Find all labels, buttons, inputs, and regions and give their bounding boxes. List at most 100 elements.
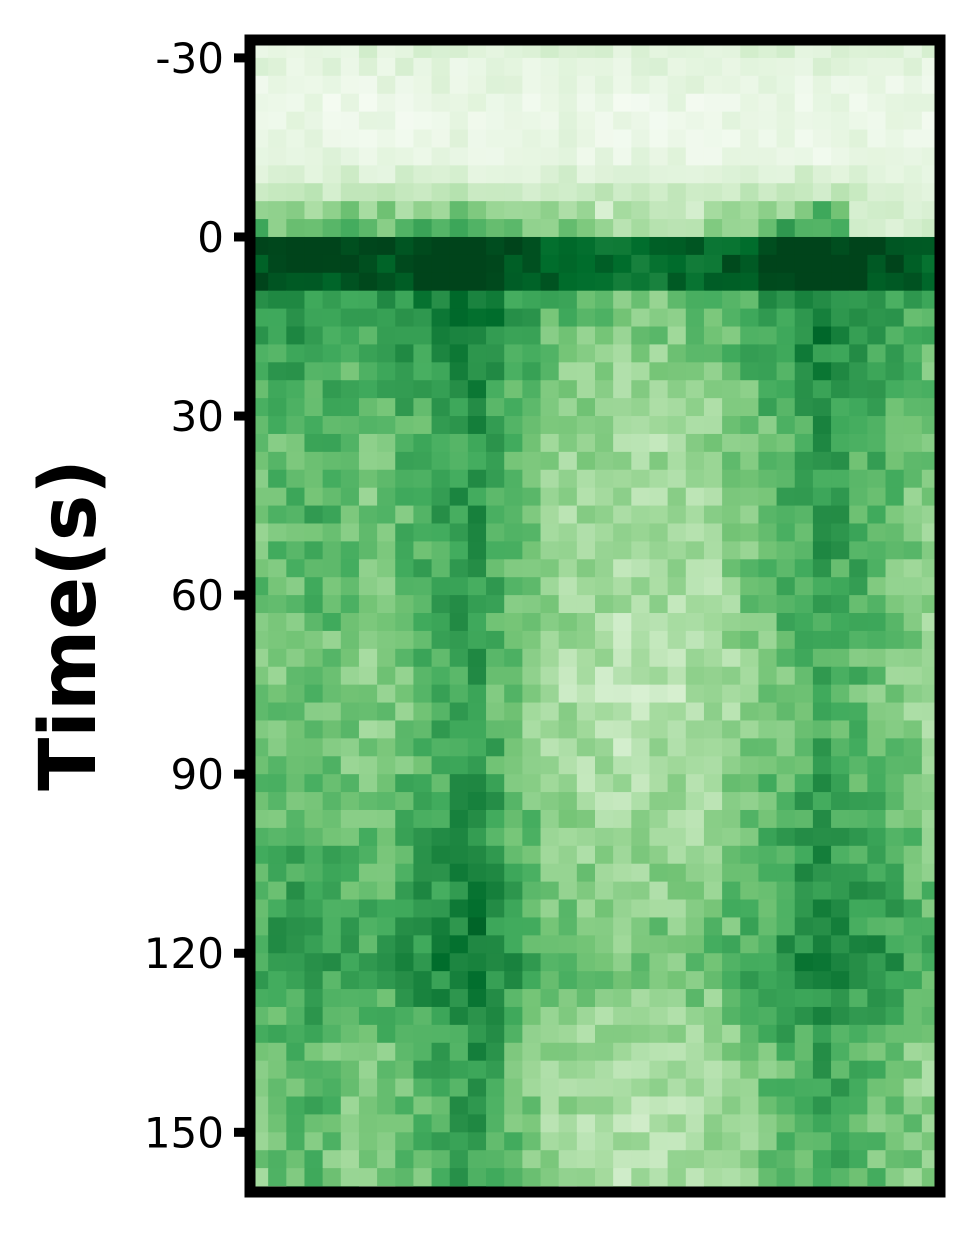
heatmap-cell	[395, 111, 415, 131]
heatmap-cell	[304, 1168, 324, 1187]
heatmap-cell	[812, 1168, 832, 1187]
heatmap-cell	[449, 559, 469, 578]
heatmap-cell	[322, 1132, 342, 1151]
heatmap-cell	[722, 308, 741, 328]
heatmap-cell	[740, 613, 760, 632]
heatmap-cell	[377, 1096, 396, 1116]
heatmap-cell	[685, 917, 705, 936]
heatmap-cell	[722, 577, 741, 596]
heatmap-cell	[358, 505, 378, 525]
heatmap-cell	[431, 720, 451, 739]
heatmap-cell	[613, 541, 632, 560]
heatmap-cell	[776, 863, 796, 883]
heatmap-cell	[831, 809, 850, 829]
heatmap-cell	[667, 272, 687, 292]
heatmap-cell	[631, 505, 651, 525]
heatmap-cell	[867, 989, 887, 1008]
heatmap-cell	[758, 899, 778, 919]
heatmap-cell	[504, 648, 523, 668]
heatmap-cell	[649, 1006, 669, 1026]
heatmap-cell	[885, 451, 905, 471]
heatmap-cell	[358, 827, 378, 847]
heatmap-cell	[540, 1060, 560, 1080]
heatmap-cell	[722, 344, 741, 363]
heatmap-cell	[595, 111, 614, 131]
heatmap-cell	[340, 505, 360, 525]
heatmap-cell	[885, 362, 905, 381]
heatmap-cell	[268, 738, 287, 757]
heatmap-cell	[649, 290, 669, 310]
heatmap-cell	[286, 523, 306, 542]
heatmap-cell	[667, 809, 687, 829]
heatmap-cell	[740, 595, 760, 614]
heatmap-cell	[794, 326, 814, 346]
heatmap-cell	[486, 756, 505, 775]
heatmap-cell	[377, 111, 396, 131]
heatmap-cell	[286, 1006, 306, 1026]
heatmap-cell	[631, 290, 651, 310]
heatmap-cell	[613, 1168, 632, 1187]
heatmap-cell	[831, 75, 850, 95]
heatmap-cell	[794, 630, 814, 650]
heatmap-cell	[722, 523, 741, 542]
heatmap-cell	[740, 147, 760, 166]
heatmap-cell	[722, 756, 741, 775]
heatmap-cell	[613, 595, 632, 614]
heatmap-cell	[685, 702, 705, 722]
heatmap-cell	[794, 1096, 814, 1116]
heatmap-cell	[722, 648, 741, 668]
heatmap-cell	[522, 1060, 542, 1080]
heatmap-cell	[903, 254, 923, 274]
heatmap-cell	[467, 666, 487, 686]
heatmap-cell	[268, 953, 287, 972]
heatmap-cell	[395, 129, 415, 149]
heatmap-cell	[522, 738, 542, 757]
heatmap-cell	[849, 577, 868, 596]
heatmap-cell	[613, 971, 632, 990]
heatmap-cell	[486, 236, 505, 256]
heatmap-cell	[885, 183, 905, 202]
heatmap-cell	[358, 201, 378, 220]
heatmap-cell	[812, 899, 832, 919]
heatmap-cell	[631, 469, 651, 489]
heatmap-cell	[558, 308, 578, 328]
heatmap-cell	[358, 326, 378, 346]
heatmap-cell	[885, 935, 905, 954]
heatmap-cell	[558, 774, 578, 793]
heatmap-cell	[595, 75, 614, 95]
heatmap-cell	[304, 541, 324, 560]
heatmap-cell	[431, 613, 451, 632]
heatmap-cell	[758, 1114, 778, 1133]
heatmap-cell	[540, 827, 560, 847]
heatmap-cell	[794, 702, 814, 722]
heatmap-cell	[413, 1132, 433, 1151]
heatmap-cell	[812, 792, 832, 811]
heatmap-cell	[286, 595, 306, 614]
heatmap-cell	[685, 595, 705, 614]
heatmap-cell	[685, 219, 705, 238]
heatmap-cell	[395, 219, 415, 238]
heatmap-cell	[849, 344, 868, 363]
heatmap-cell	[558, 935, 578, 954]
heatmap-cell	[286, 702, 306, 722]
heatmap-cell	[286, 1096, 306, 1116]
heatmap-cell	[358, 595, 378, 614]
heatmap-cell	[322, 1024, 342, 1044]
heatmap-cell	[395, 702, 415, 722]
heatmap-cell	[358, 1060, 378, 1080]
heatmap-cell	[667, 93, 687, 113]
heatmap-cell	[595, 344, 614, 363]
heatmap-cell	[867, 541, 887, 560]
heatmap-cell	[522, 308, 542, 328]
heatmap-cell	[576, 111, 596, 131]
heatmap-cell	[867, 666, 887, 686]
heatmap-cell	[649, 881, 669, 901]
heatmap-cell	[776, 201, 796, 220]
heatmap-cell	[595, 308, 614, 328]
heatmap-cell	[322, 1168, 342, 1187]
heatmap-cell	[758, 165, 778, 184]
heatmap-cell	[722, 863, 741, 883]
heatmap-cell	[504, 935, 523, 954]
heatmap-cell	[540, 630, 560, 650]
heatmap-cell	[286, 290, 306, 310]
